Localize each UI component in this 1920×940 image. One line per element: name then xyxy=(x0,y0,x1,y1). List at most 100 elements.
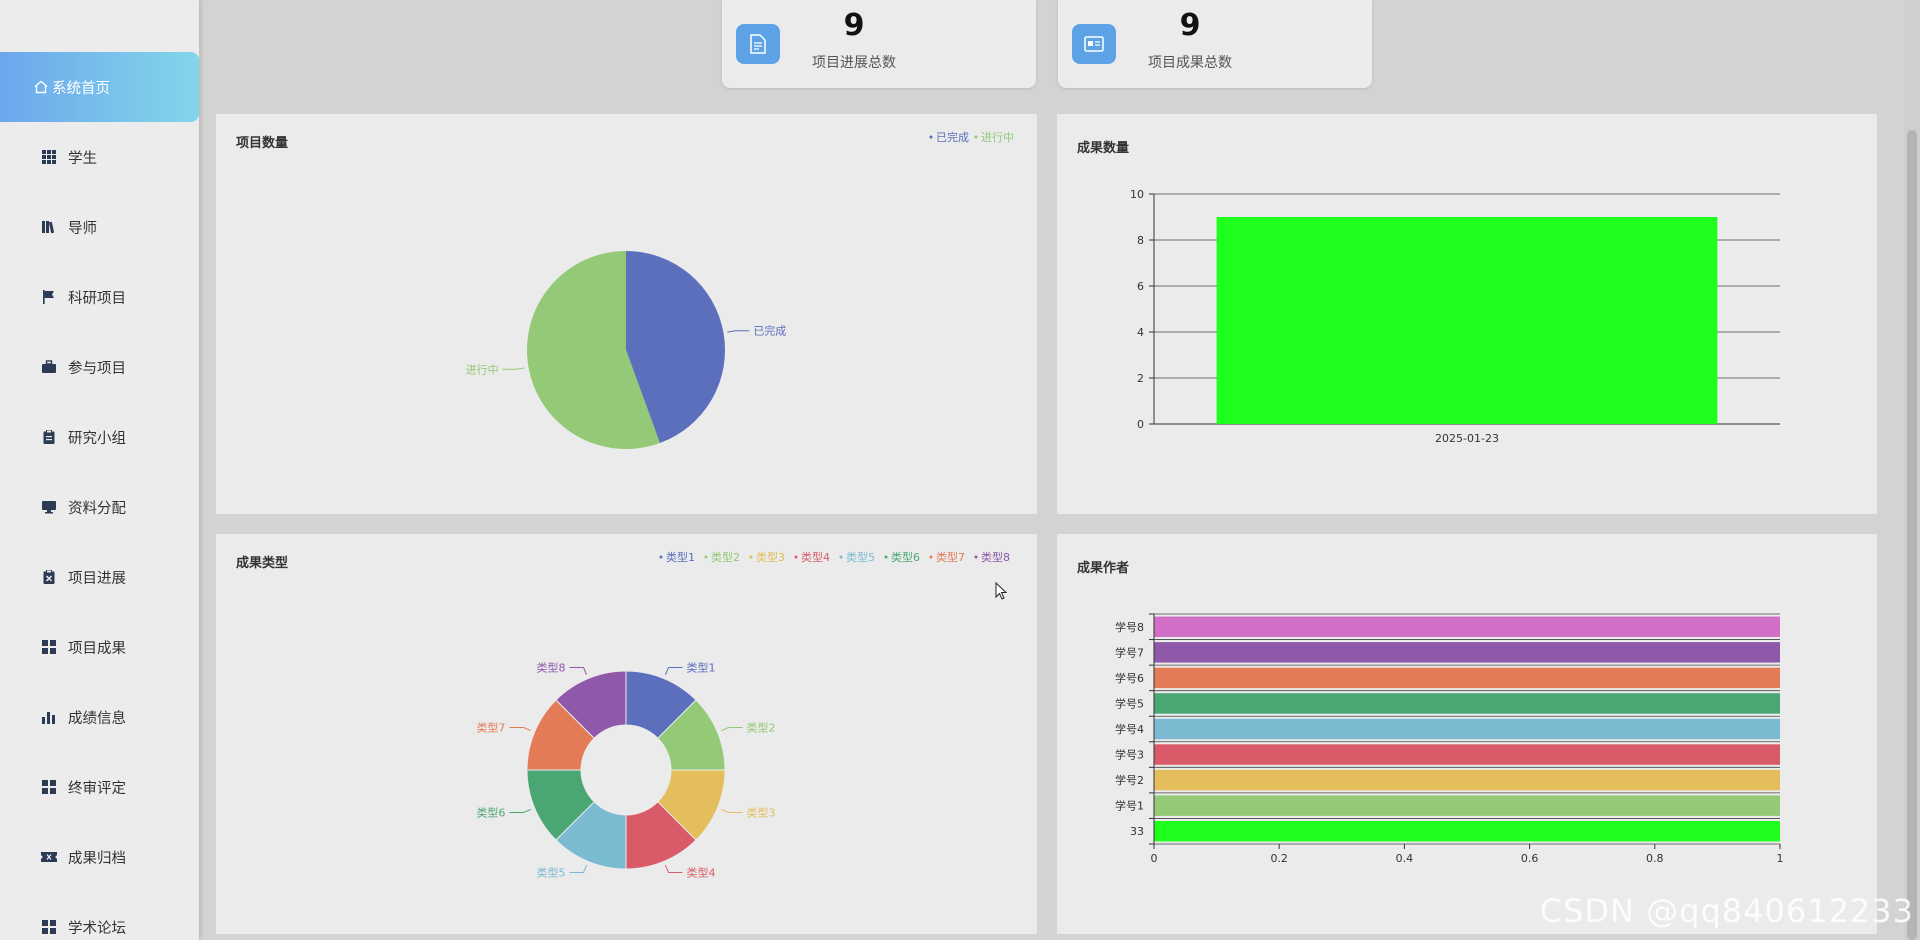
pie-label: 类型5 xyxy=(537,866,566,880)
stat-card-results: 9 项目成果总数 xyxy=(1058,0,1372,88)
legend-marker xyxy=(704,555,708,559)
sidebar-item-label: 成绩信息 xyxy=(68,710,126,727)
monitor-icon xyxy=(40,498,58,516)
panel-title: 成果类型 xyxy=(236,556,289,571)
y-tick-label: 学号2 xyxy=(1115,773,1144,787)
x-tick-label: 0 xyxy=(1151,852,1158,865)
bar xyxy=(1154,642,1780,663)
apps-icon xyxy=(40,918,58,936)
legend-marker xyxy=(929,135,933,139)
sidebar-item-research-group[interactable]: 研究小组 xyxy=(0,402,199,472)
y-tick-label: 学号8 xyxy=(1115,620,1144,634)
pie-slice xyxy=(526,251,660,449)
panel-project-count: 项目数量 已完成 进行中 进行中 已完成 xyxy=(216,114,1037,514)
legend-item: 类型2 xyxy=(711,550,740,564)
panel-result-author: 成果作者 33 学号1 学号2 学号3 学号4 学号5 学号6 学号7 学号8 0 0.2 0.4 0.… xyxy=(1057,534,1877,934)
bar xyxy=(1216,217,1718,424)
sidebar-item-students[interactable]: 学生 xyxy=(0,122,199,192)
sidebar-item-final-review[interactable]: 终审评定 xyxy=(0,752,199,822)
mouse-cursor-icon xyxy=(995,582,1008,600)
pie-label-line xyxy=(720,727,743,732)
sidebar-item-academic-forum[interactable]: 学术论坛 xyxy=(0,892,199,940)
legend-item: 类型8 xyxy=(981,550,1010,564)
sidebar-item-resource-allocation[interactable]: 资料分配 xyxy=(0,472,199,542)
y-tick-label: 学号1 xyxy=(1115,799,1144,813)
sidebar-menu: 系统首页 学生 导师 科研项目 参与项目 xyxy=(0,52,199,940)
sidebar-item-join-project[interactable]: 参与项目 xyxy=(0,332,199,402)
stat-card-progress: 9 项目进展总数 xyxy=(722,0,1036,88)
pie-label: 类型2 xyxy=(747,721,776,735)
result-author-chart: 33 学号1 学号2 学号3 学号4 学号5 学号6 学号7 学号8 0 0.2 0.4 0.6 0.8 1 xyxy=(1115,613,1784,865)
ticket-icon xyxy=(40,848,58,866)
bar xyxy=(1154,616,1780,637)
sidebar-item-label: 成果归档 xyxy=(68,850,126,867)
legend-item: 类型5 xyxy=(846,550,875,564)
clipboard-x-icon xyxy=(40,568,58,586)
sidebar-item-result-archive[interactable]: 成果归档 xyxy=(0,822,199,892)
pie-slice xyxy=(555,670,627,739)
result-count-chart: 0 2 4 6 8 10 2025-01-23 xyxy=(1130,188,1780,445)
pie-label: 类型8 xyxy=(537,660,566,674)
bar xyxy=(1154,821,1780,842)
y-tick-label: 6 xyxy=(1137,280,1144,293)
sidebar-item-label: 学生 xyxy=(68,150,97,167)
sidebar-item-research-projects[interactable]: 科研项目 xyxy=(0,262,199,332)
stat-label: 项目进展总数 xyxy=(812,55,896,71)
pie-label-line xyxy=(569,666,588,676)
scrollbar[interactable] xyxy=(1904,0,1920,940)
y-tick-label: 8 xyxy=(1137,234,1144,247)
pie-label-line xyxy=(509,727,532,732)
pie-label-line xyxy=(509,808,532,813)
sidebar-item-project-results[interactable]: 项目成果 xyxy=(0,612,199,682)
legend-marker xyxy=(884,555,888,559)
pie-label: 进行中 xyxy=(466,363,499,376)
x-tick-label: 2025-01-23 xyxy=(1435,432,1499,445)
y-tick-label: 学号6 xyxy=(1115,671,1144,685)
y-tick-label: 0 xyxy=(1137,418,1144,431)
y-tick-label: 2 xyxy=(1137,372,1144,385)
scrollbar-thumb[interactable] xyxy=(1907,130,1917,940)
legend-item: 类型7 xyxy=(936,550,965,564)
pie-slice xyxy=(626,251,725,444)
pie-label-line xyxy=(727,330,750,333)
legend-item: 类型4 xyxy=(801,550,830,564)
bar xyxy=(1154,769,1780,791)
watermark: CSDN @qq840612233 xyxy=(1539,892,1914,930)
pie-label-line xyxy=(664,864,683,874)
panel-result-count: 成果数量 0 2 4 6 8 10 2025-01-23 xyxy=(1057,114,1877,514)
y-tick-label: 学号5 xyxy=(1115,696,1144,710)
sidebar-item-home[interactable]: 系统首页 xyxy=(0,52,199,122)
sidebar-item-tutors[interactable]: 导师 xyxy=(0,192,199,262)
home-icon xyxy=(32,78,50,96)
stat-value: 9 xyxy=(843,8,865,43)
bar xyxy=(1154,744,1780,765)
y-tick-label: 4 xyxy=(1137,326,1144,339)
pie-label-line xyxy=(720,808,743,813)
legend-item: 已完成 xyxy=(936,130,969,144)
sidebar-item-project-progress[interactable]: 项目进展 xyxy=(0,542,199,612)
sidebar: 系统首页 学生 导师 科研项目 参与项目 xyxy=(0,0,199,940)
pie-label-line xyxy=(569,864,588,874)
legend-marker xyxy=(929,555,933,559)
stat-label: 项目成果总数 xyxy=(1148,55,1232,71)
y-tick-label: 10 xyxy=(1130,188,1144,201)
apps-icon xyxy=(40,778,58,796)
sidebar-item-label: 项目进展 xyxy=(68,570,126,587)
y-tick-label: 学号7 xyxy=(1115,645,1144,659)
sidebar-item-label: 资料分配 xyxy=(68,500,126,517)
clipboard-icon xyxy=(40,428,58,446)
legend-marker xyxy=(794,555,798,559)
apps-icon xyxy=(40,638,58,656)
x-tick-label: 1 xyxy=(1777,852,1784,865)
books-icon xyxy=(40,218,58,236)
flag-icon xyxy=(40,288,58,306)
sidebar-item-grade-info[interactable]: 成绩信息 xyxy=(0,682,199,752)
sidebar-item-label: 科研项目 xyxy=(68,290,126,307)
legend-item: 类型3 xyxy=(756,550,785,564)
panel-title: 成果数量 xyxy=(1077,141,1130,156)
y-tick-label: 学号3 xyxy=(1115,748,1144,762)
x-tick-label: 0.6 xyxy=(1521,852,1539,865)
legend-marker xyxy=(839,555,843,559)
sidebar-item-label: 系统首页 xyxy=(52,80,110,97)
